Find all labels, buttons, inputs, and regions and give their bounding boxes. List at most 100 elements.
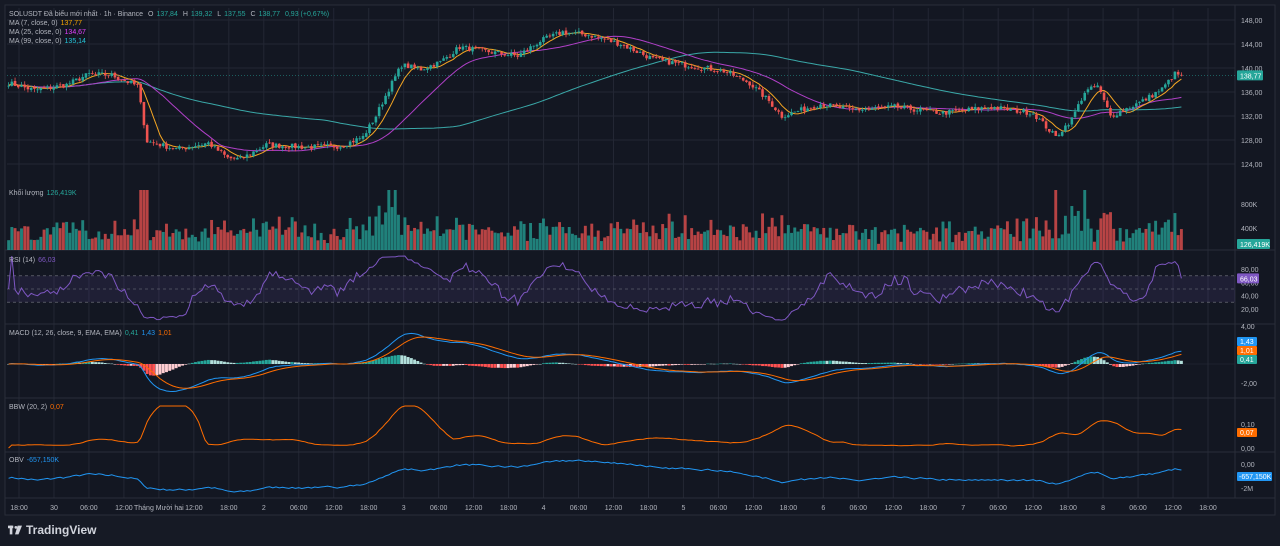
candle-body [497,51,500,53]
macd-histogram-bar [413,359,417,364]
volume-bar [332,228,336,250]
macd-histogram-bar [1057,364,1061,368]
macd-histogram-bar [674,364,677,366]
volume-bar [603,237,607,250]
volume-bar [174,229,178,250]
volume-bar [103,233,107,250]
candle-body [464,45,468,48]
volume-bar [139,190,143,250]
macd-histogram-bar [857,362,861,364]
volume-bar [918,227,922,250]
ma25-legend[interactable]: MA (25, close, 0) 134,67 [9,28,89,37]
volume-bar [790,232,793,250]
candle-body [422,69,426,71]
macd-histogram-bar [538,363,542,365]
macd-histogram-bar [806,362,810,364]
macd-histogram-bar [97,362,101,364]
macd-histogram-bar [290,361,294,364]
ma25-line [8,35,1182,152]
macd-histogram-bar [432,364,436,366]
volume-bar [1134,229,1138,250]
ma99-legend[interactable]: MA (99, close, 0) 135,14 [9,37,89,46]
macd-histogram-bar [902,363,906,364]
macd-histogram-bar [390,355,394,364]
candle-body [683,62,687,68]
time-tick-label: 7 [961,505,965,512]
volume-bar [58,228,62,250]
macd-histogram-bar [145,364,149,374]
tradingview-logo[interactable]: TradingView [8,523,96,537]
candle-body [306,146,310,148]
volume-bar [1054,190,1058,250]
macd-histogram-bar [284,361,288,364]
candle-body [361,135,365,139]
candle-body [632,46,635,52]
volume-bar [506,232,510,250]
macd-histogram-bar [693,364,697,365]
macd-histogram-bar [928,364,932,365]
volume-bar [993,228,996,250]
rsi-legend[interactable]: RSI (14) 66,03 [9,256,59,265]
candle-body [165,143,168,149]
macd-histogram-bar [654,364,658,367]
candle-body [219,150,223,152]
obv-legend[interactable]: OBV -657,150K [9,456,62,465]
bbw-pane [8,405,1182,449]
macd-signal-line [8,336,1182,389]
candle-body [1009,108,1012,111]
candle-body [658,57,661,58]
macd-histogram-bar [957,363,961,365]
volume-bar [464,239,468,250]
volume-bar [1089,228,1093,250]
macd-histogram-bar [796,364,800,365]
bbw-tick-label: 0,10 [1241,422,1255,429]
volume-bar [435,216,439,250]
volume-legend[interactable]: Khối lượng 126,419K [9,189,80,198]
volume-bar [973,226,977,250]
candle-body [239,156,242,158]
candle-body [600,38,603,40]
volume-bar [203,228,207,250]
obv-tick-label: -2M [1241,486,1253,493]
candle-body [419,67,423,71]
candle-body [1019,111,1022,113]
volume-bar [606,236,610,250]
macd-histogram-bar [757,364,761,366]
tradingview-logo-icon [8,525,22,535]
candle-body [261,147,265,149]
macd-histogram-bar [1157,362,1161,364]
macd-histogram-bar [177,364,181,367]
macd-histogram-bar [1121,364,1125,367]
time-tick-label: 12:00 [325,505,343,512]
volume-bar [596,230,600,250]
volume-bar [806,224,810,250]
rsi-line [8,255,1182,321]
macd-histogram-bar [377,358,381,364]
macd-histogram-bar [960,363,964,365]
price-axis[interactable]: 148,00 144,00 140,00 136,00 132,00 128,00 124,… [1237,18,1272,493]
time-axis[interactable]: 18:00 30 06:00 12:00 Tháng Mười hai 12:00 18:0… [10,505,1217,512]
symbol-title[interactable]: SOLUSDT Đã biểu mới nhất · 1h · Binance [9,11,144,18]
candle-body [880,106,884,108]
macd-legend[interactable]: MACD (12, 26, close, 9, EMA, EMA) 0,41 1,4… [9,329,175,338]
volume-bar [223,220,226,250]
candle-body [1089,86,1093,90]
candle-body [741,77,745,81]
macd-histogram-bar [970,363,974,364]
candle-body [735,76,739,77]
volume-bar [1096,229,1100,250]
ma7-legend[interactable]: MA (7, close, 0) 137,77 [9,19,85,28]
candle-body [168,147,171,149]
volume-bar [928,239,932,250]
macd-histogram-bar [770,364,774,368]
candle-body [13,80,17,86]
macd-histogram-bar [893,362,897,364]
macd-histogram-bar [683,364,687,365]
macd-histogram-bar [831,360,835,364]
candle-body [870,108,874,110]
bbw-legend[interactable]: BBW (20, 2) 0,07 [9,403,67,412]
volume-bar [773,226,777,250]
candle-body [132,80,136,85]
volume-bar [870,229,874,250]
